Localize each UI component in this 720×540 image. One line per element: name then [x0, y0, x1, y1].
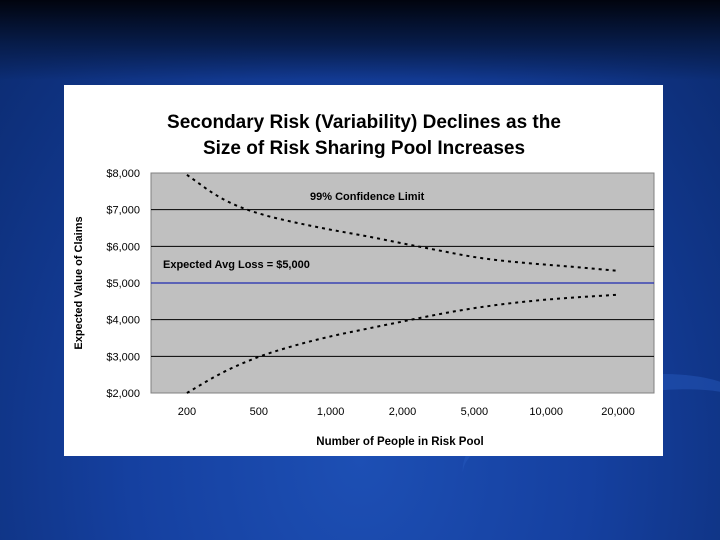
x-tick-label: 2,000	[389, 406, 417, 418]
y-tick-label: $8,000	[106, 168, 140, 180]
x-tick-label: 200	[178, 406, 196, 418]
y-tick-label: $4,000	[106, 315, 140, 327]
chart-title-line-1: Secondary Risk (Variability) Declines as…	[167, 112, 561, 133]
y-tick-label: $2,000	[106, 388, 140, 400]
confidence-limit-label: 99% Confidence Limit	[310, 191, 425, 203]
x-tick-label: 20,000	[601, 406, 635, 418]
x-tick-label: 500	[250, 406, 268, 418]
y-tick-label: $5,000	[106, 278, 140, 290]
x-tick-label: 10,000	[529, 406, 563, 418]
y-tick-label: $7,000	[106, 205, 140, 217]
expected-loss-label: Expected Avg Loss = $5,000	[163, 259, 310, 271]
chart-title-line-2: Size of Risk Sharing Pool Increases	[203, 138, 525, 159]
risk-pool-chart: Secondary Risk (Variability) Declines as…	[73, 112, 655, 448]
x-tick-label: 5,000	[461, 406, 489, 418]
slide-top-band	[0, 0, 720, 80]
y-tick-label: $6,000	[106, 241, 140, 253]
y-axis-label: Expected Value of Claims	[73, 216, 85, 349]
x-axis-label: Number of People in Risk Pool	[316, 436, 483, 448]
lower-confidence-line	[186, 293, 619, 394]
y-tick-label: $3,000	[106, 351, 140, 363]
x-tick-label: 1,000	[317, 406, 345, 418]
chart-card: Secondary Risk (Variability) Declines as…	[64, 85, 663, 456]
